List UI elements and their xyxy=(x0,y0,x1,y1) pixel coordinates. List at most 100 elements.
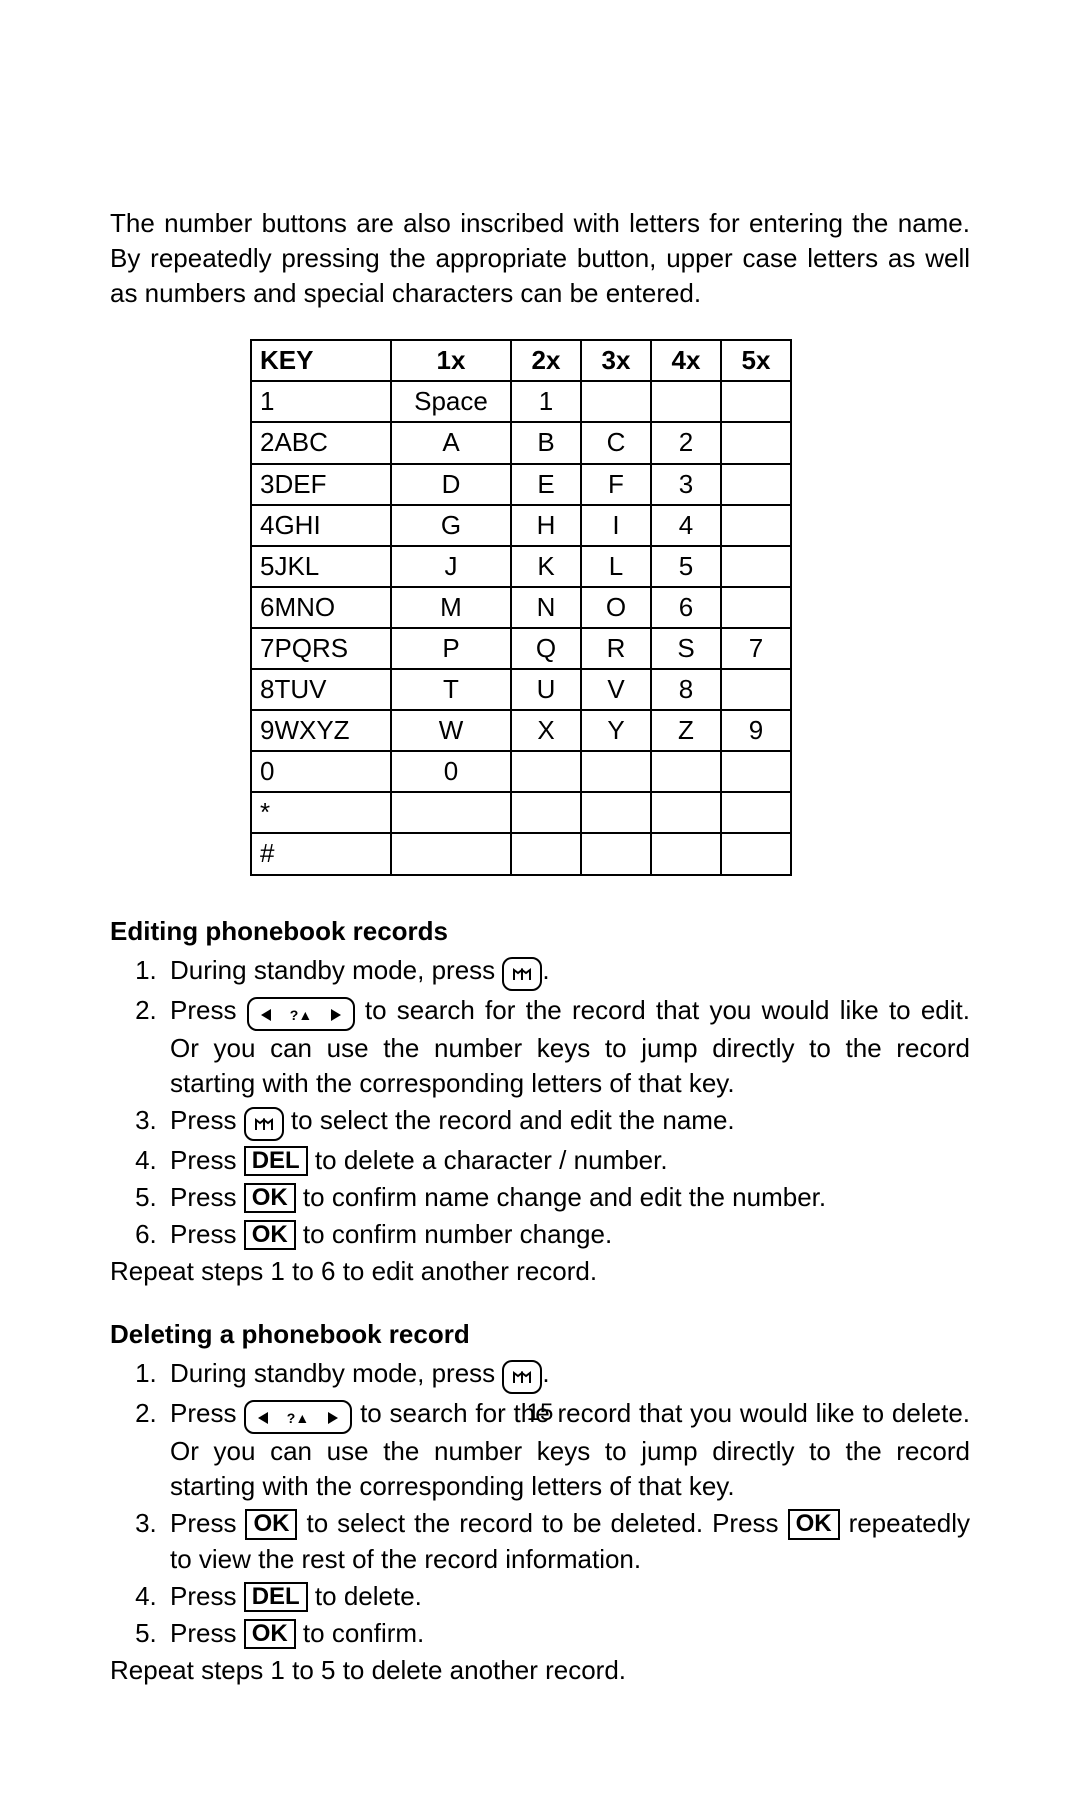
table-row: 8TUVTUV8 xyxy=(251,669,791,710)
th-key: KEY xyxy=(251,340,391,381)
table-cell: Q xyxy=(511,628,581,669)
table-cell xyxy=(391,792,511,833)
del-key: DEL xyxy=(244,1146,308,1176)
th-5x: 5x xyxy=(721,340,791,381)
table-cell xyxy=(651,381,721,422)
edit-repeat: Repeat steps 1 to 6 to edit another reco… xyxy=(110,1254,970,1289)
table-cell xyxy=(651,751,721,792)
del-repeat: Repeat steps 1 to 5 to delete another re… xyxy=(110,1653,970,1688)
table-cell: 4 xyxy=(651,505,721,546)
table-row: 5JKLJKL5 xyxy=(251,546,791,587)
del-step-1: During standby mode, press . xyxy=(164,1356,970,1394)
phonebook-icon xyxy=(502,1360,542,1394)
table-cell xyxy=(721,587,791,628)
editing-heading: Editing phonebook records xyxy=(110,914,970,949)
table-cell: Space xyxy=(391,381,511,422)
table-cell xyxy=(721,505,791,546)
edit-step-1: During standby mode, press . xyxy=(164,953,970,991)
table-cell: H xyxy=(511,505,581,546)
svg-text:?▲: ?▲ xyxy=(289,1007,311,1023)
th-4x: 4x xyxy=(651,340,721,381)
deleting-heading: Deleting a phonebook record xyxy=(110,1317,970,1352)
del-step-3: Press OK to select the record to be dele… xyxy=(164,1506,970,1576)
table-cell xyxy=(721,546,791,587)
table-cell: 0 xyxy=(251,751,391,792)
table-cell xyxy=(391,833,511,874)
table-cell xyxy=(721,833,791,874)
table-cell: R xyxy=(581,628,651,669)
table-row: 00 xyxy=(251,751,791,792)
ok-key: OK xyxy=(244,1619,296,1649)
th-2x: 2x xyxy=(511,340,581,381)
table-cell: I xyxy=(581,505,651,546)
table-cell: 4GHI xyxy=(251,505,391,546)
table-cell xyxy=(721,669,791,710)
table-cell: 8 xyxy=(651,669,721,710)
edit-step-3: Press to select the record and edit the … xyxy=(164,1103,970,1141)
table-cell: 1 xyxy=(251,381,391,422)
table-cell: E xyxy=(511,464,581,505)
key-mapping-table: KEY 1x 2x 3x 4x 5x 1Space12ABCABC23DEFDE… xyxy=(250,339,792,875)
table-row: 2ABCABC2 xyxy=(251,422,791,463)
table-row: # xyxy=(251,833,791,874)
del-key: DEL xyxy=(244,1582,308,1612)
table-cell: B xyxy=(511,422,581,463)
table-cell: 7 xyxy=(721,628,791,669)
table-cell: L xyxy=(581,546,651,587)
table-cell: 6MNO xyxy=(251,587,391,628)
table-cell: 3 xyxy=(651,464,721,505)
phonebook-icon xyxy=(244,1107,284,1141)
table-cell xyxy=(651,833,721,874)
del-step-4: Press DEL to delete. xyxy=(164,1579,970,1614)
editing-steps: During standby mode, press . Press ?▲ to… xyxy=(110,953,970,1252)
phonebook-icon xyxy=(502,957,542,991)
table-cell xyxy=(721,381,791,422)
table-cell: 2ABC xyxy=(251,422,391,463)
table-cell: A xyxy=(391,422,511,463)
table-cell: G xyxy=(391,505,511,546)
table-cell: P xyxy=(391,628,511,669)
table-cell: 8TUV xyxy=(251,669,391,710)
table-cell: W xyxy=(391,710,511,751)
table-cell: S xyxy=(651,628,721,669)
table-cell: N xyxy=(511,587,581,628)
table-cell: 3DEF xyxy=(251,464,391,505)
edit-step-6: Press OK to confirm number change. xyxy=(164,1217,970,1252)
page-number: 15 xyxy=(0,1399,1080,1427)
table-cell: U xyxy=(511,669,581,710)
edit-step-4: Press DEL to delete a character / number… xyxy=(164,1143,970,1178)
table-cell: 1 xyxy=(511,381,581,422)
table-row: * xyxy=(251,792,791,833)
ok-key: OK xyxy=(788,1509,840,1539)
table-cell: T xyxy=(391,669,511,710)
table-cell: J xyxy=(391,546,511,587)
edit-step-2: Press ?▲ to search for the record that y… xyxy=(164,993,970,1101)
table-cell: # xyxy=(251,833,391,874)
table-cell xyxy=(721,464,791,505)
edit-step-5: Press OK to confirm name change and edit… xyxy=(164,1180,970,1215)
table-cell xyxy=(581,792,651,833)
table-cell: 2 xyxy=(651,422,721,463)
table-cell xyxy=(581,381,651,422)
table-cell: 5 xyxy=(651,546,721,587)
table-cell xyxy=(721,751,791,792)
ok-key: OK xyxy=(244,1183,296,1213)
table-cell: C xyxy=(581,422,651,463)
del-step-5: Press OK to confirm. xyxy=(164,1616,970,1651)
table-cell xyxy=(511,751,581,792)
table-cell: * xyxy=(251,792,391,833)
table-cell: Z xyxy=(651,710,721,751)
table-cell: O xyxy=(581,587,651,628)
table-cell: Y xyxy=(581,710,651,751)
table-cell: 9WXYZ xyxy=(251,710,391,751)
table-cell xyxy=(511,792,581,833)
table-cell: 6 xyxy=(651,587,721,628)
table-cell: M xyxy=(391,587,511,628)
nav-arrows-icon: ?▲ xyxy=(247,997,355,1031)
th-1x: 1x xyxy=(391,340,511,381)
table-cell: 9 xyxy=(721,710,791,751)
table-row: 4GHIGHI4 xyxy=(251,505,791,546)
table-row: 3DEFDEF3 xyxy=(251,464,791,505)
table-row: 9WXYZWXYZ9 xyxy=(251,710,791,751)
table-row: 6MNOMNO6 xyxy=(251,587,791,628)
